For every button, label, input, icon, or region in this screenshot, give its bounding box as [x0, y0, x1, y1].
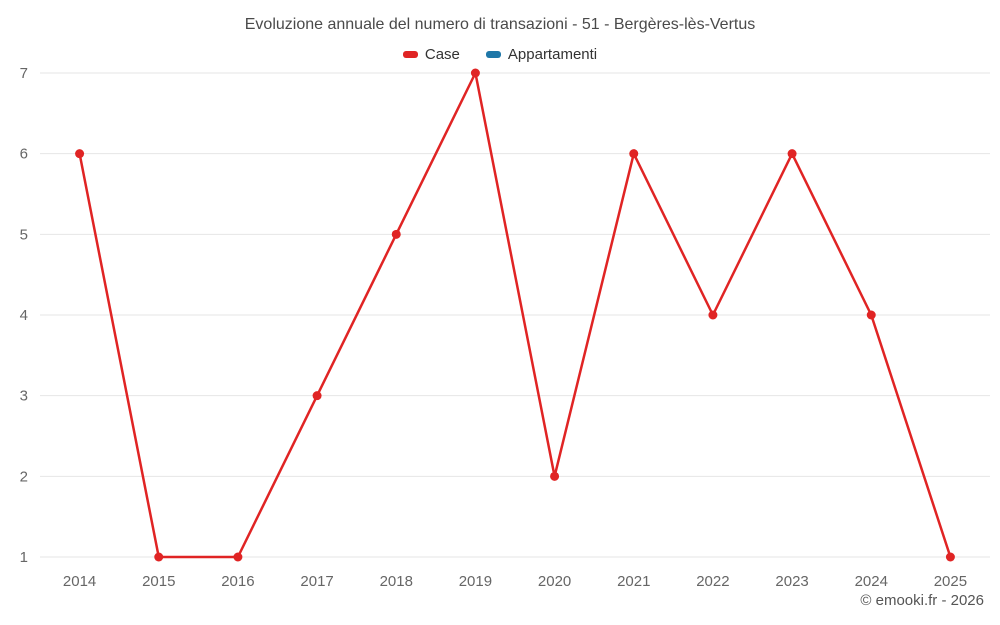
x-tick-label: 2014: [63, 573, 96, 590]
legend-item-case[interactable]: Case: [402, 46, 460, 63]
data-point[interactable]: [629, 149, 639, 159]
y-tick-label: 1: [20, 549, 28, 566]
x-tick-label: 2018: [380, 573, 413, 590]
data-point[interactable]: [708, 310, 718, 320]
data-point[interactable]: [787, 149, 797, 159]
y-tick-label: 4: [20, 307, 28, 324]
copyright: © emooki.fr - 2026: [860, 592, 984, 609]
data-point[interactable]: [154, 552, 164, 562]
data-point[interactable]: [550, 471, 560, 481]
data-point[interactable]: [945, 552, 955, 562]
x-tick-label: 2015: [142, 573, 175, 590]
data-point[interactable]: [312, 391, 322, 401]
data-point[interactable]: [75, 149, 85, 159]
y-tick-label: 3: [20, 388, 28, 405]
y-tick-label: 2: [20, 468, 28, 485]
x-tick-label: 2019: [459, 573, 492, 590]
chart-title: Evoluzione annuale del numero di transaz…: [244, 16, 756, 33]
case-series-marker-icon: [402, 51, 418, 58]
y-tick-label: 6: [20, 146, 28, 163]
series-line: [78, 71, 952, 559]
x-tick-label: 2022: [696, 573, 729, 590]
legend-label-appartamenti: Appartamenti: [507, 46, 598, 63]
data-point[interactable]: [233, 552, 243, 562]
x-tick-label: 2024: [855, 573, 888, 590]
x-tick-label: 2025: [934, 573, 967, 590]
legend: Case Appartamenti: [0, 46, 1000, 63]
appartamenti-series-marker-icon: [485, 51, 501, 58]
x-tick-label: 2016: [221, 573, 254, 590]
legend-item-appartamenti[interactable]: Appartamenti: [485, 46, 598, 63]
x-tick-label: 2023: [775, 573, 808, 590]
y-tick-label: 5: [20, 226, 28, 243]
x-tick-label: 2017: [300, 573, 333, 590]
x-tick-label: 2021: [617, 573, 650, 590]
data-point[interactable]: [866, 310, 876, 320]
x-tick-label: 2020: [538, 573, 571, 590]
data-point[interactable]: [391, 229, 401, 239]
legend-label-case: Case: [424, 46, 460, 63]
y-tick-label: 7: [20, 65, 28, 82]
data-point[interactable]: [470, 68, 480, 78]
